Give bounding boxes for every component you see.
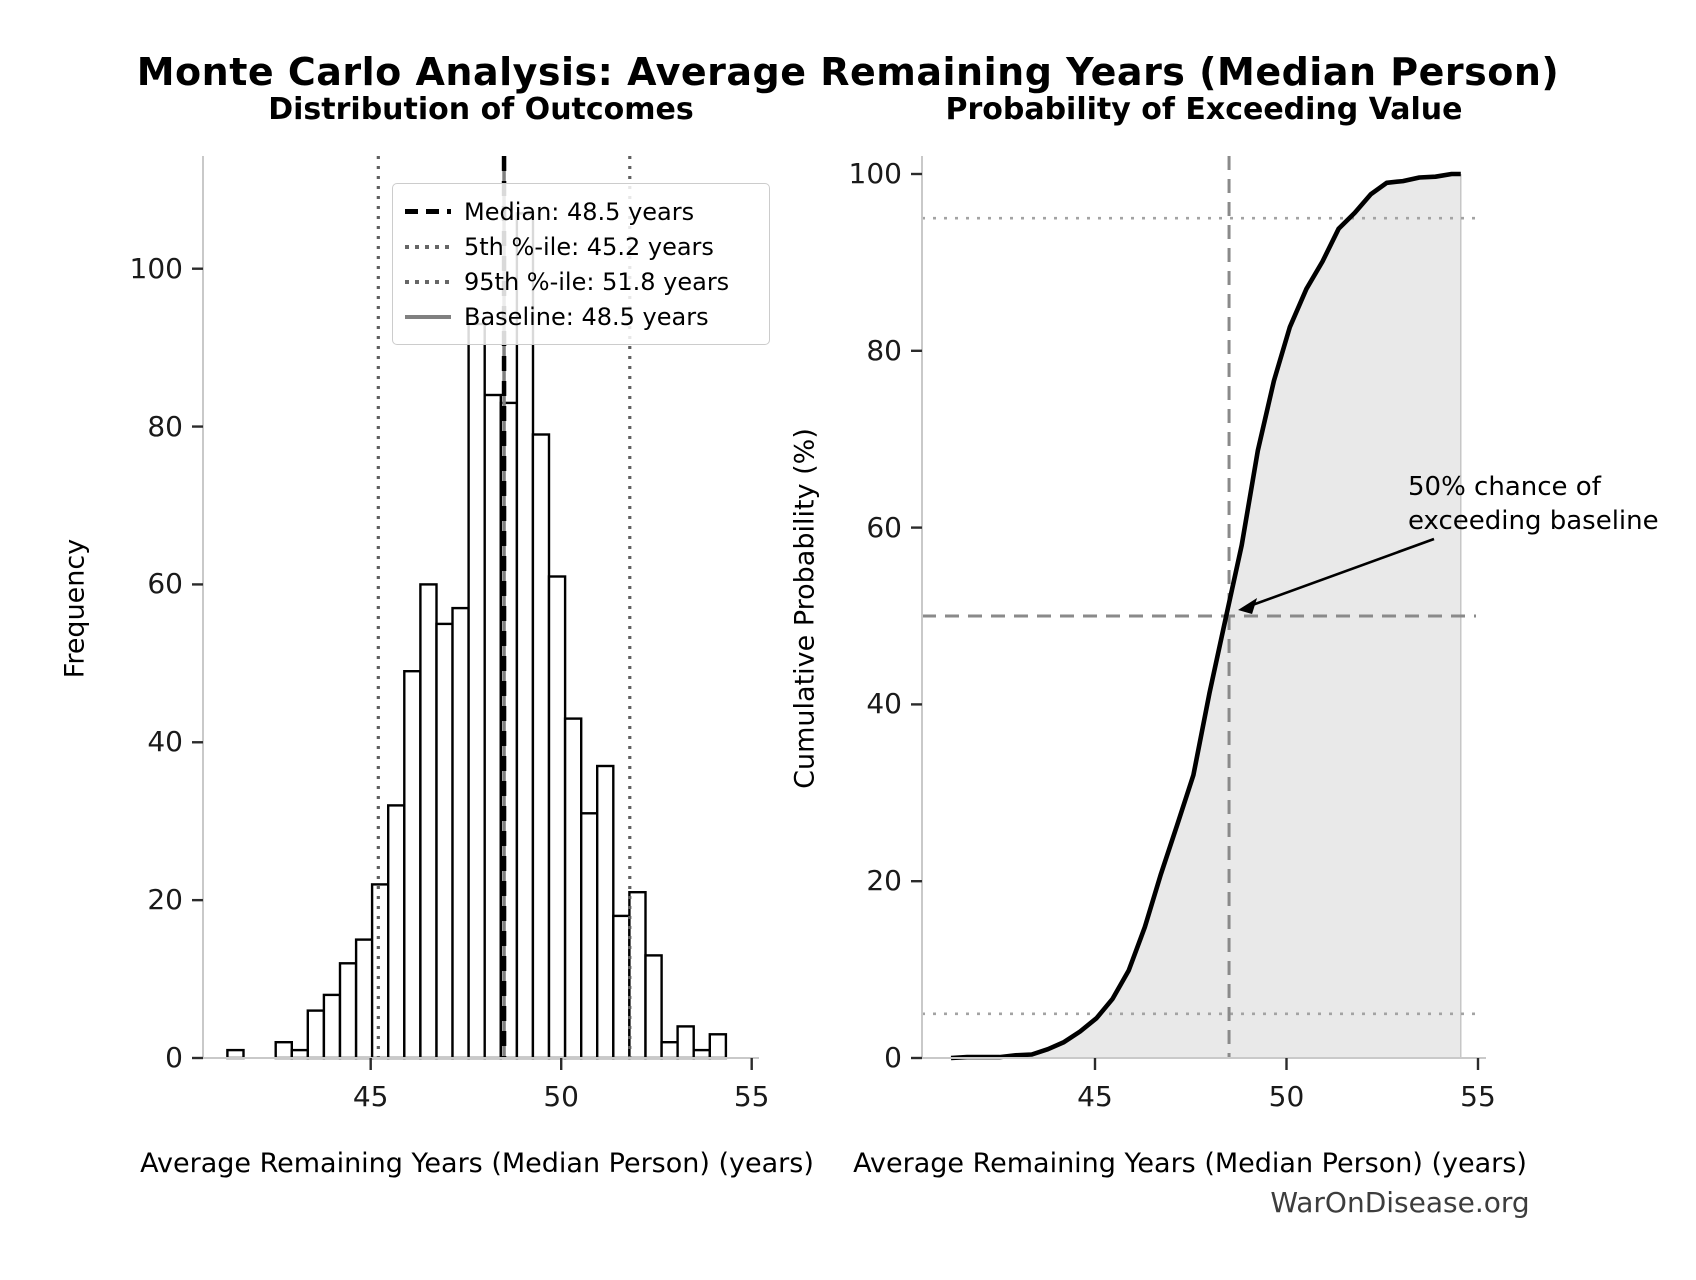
percentile95-line-swatch-icon [405, 279, 451, 284]
legend-label-baseline: Baseline: 48.5 years [464, 302, 709, 331]
hist-y-tick-label: 80 [147, 409, 183, 443]
hist-y-tick-label: 100 [129, 251, 183, 285]
cdf-annotation-line2: exceeding baseline [1408, 506, 1659, 536]
histogram-bar [628, 891, 647, 1060]
annotation-arrow-line [1243, 537, 1435, 610]
hist-x-tick-label: 55 [733, 1080, 770, 1113]
histogram-bar [467, 322, 486, 1060]
histogram-ylabel: Frequency [59, 538, 91, 679]
cdf-y-tick-label: 0 [884, 1041, 902, 1074]
cdf-annotation: 50% chance of exceeding baseline [1408, 470, 1659, 538]
histogram-bar [419, 583, 438, 1060]
histogram-bar [547, 575, 567, 1060]
watermark-text: WarOnDisease.org [1270, 1186, 1530, 1219]
histogram-xlabel: Average Remaining Years (Median Person) … [140, 1148, 814, 1179]
histogram-legend: Median: 48.5 years 5th %-ile: 45.2 years… [392, 183, 770, 345]
histogram-bar [338, 962, 358, 1060]
baseline-line-swatch-icon [405, 314, 451, 319]
histogram-bar [676, 1025, 695, 1060]
histogram-bar [403, 670, 422, 1060]
hist-x-tick-label: 45 [352, 1080, 389, 1113]
hist-y-tick-label: 40 [147, 725, 183, 759]
histogram-bar [306, 1009, 326, 1060]
histogram-bar [451, 606, 470, 1060]
legend-row-5th-percentile: 5th %-ile: 45.2 years [405, 229, 757, 264]
cdf-ylabel: Cumulative Probability (%) [789, 428, 821, 789]
cdf-xlabel: Average Remaining Years (Median Person) … [853, 1148, 1527, 1179]
hist-y-tick-label: 0 [165, 1041, 183, 1074]
cdf-x-tick-label: 55 [1460, 1080, 1496, 1113]
figure-suptitle: Monte Carlo Analysis: Average Remaining … [136, 50, 1560, 94]
legend-row-baseline: Baseline: 48.5 years [405, 299, 757, 334]
histogram-bar [370, 883, 390, 1060]
histogram-bar [354, 938, 374, 1060]
cdf-y-tick-label: 20 [866, 864, 902, 898]
hist-y-tick-label: 60 [147, 567, 183, 601]
hist-y-tick-label: 20 [147, 883, 183, 917]
histogram-bar [596, 764, 615, 1060]
cdf-x-tick-label: 50 [1268, 1080, 1305, 1113]
percentile5-line-swatch-icon [405, 244, 451, 249]
histogram-bar [531, 433, 551, 1060]
cdf-y-tick-label: 100 [848, 157, 902, 190]
median-line-swatch-icon [405, 209, 451, 214]
cdf-y-tick-label: 40 [866, 687, 902, 721]
histogram-bar [290, 1048, 310, 1060]
legend-row-95th-percentile: 95th %-ile: 51.8 years [405, 264, 757, 299]
cdf-y-tick-label: 60 [866, 510, 902, 544]
histogram-bar [274, 1040, 294, 1060]
histogram-bar [708, 1033, 728, 1060]
cdf-shaded-area [951, 174, 1461, 1058]
legend-label-5th-percentile: 5th %-ile: 45.2 years [464, 232, 714, 261]
histogram-bar [644, 954, 663, 1060]
cdf-y-tick-label: 80 [866, 333, 902, 367]
histogram-bar [435, 622, 454, 1060]
cdf-curve [950, 171, 1461, 1061]
cdf-annotation-line1: 50% chance of [1408, 472, 1601, 502]
histogram-bar [226, 1048, 245, 1060]
legend-label-95th-percentile: 95th %-ile: 51.8 years [464, 267, 730, 296]
histogram-bar [483, 393, 503, 1060]
histogram-bar [580, 812, 599, 1060]
legend-label-median: Median: 48.5 years [464, 197, 695, 226]
annotation-arrowhead-icon [1238, 598, 1258, 614]
histogram-bar [322, 993, 342, 1060]
cdf-x-tick-label: 45 [1077, 1080, 1113, 1113]
histogram-bar [660, 1040, 679, 1060]
histogram-title: Distribution of Outcomes [268, 92, 694, 127]
histogram-bar [612, 914, 631, 1060]
hist-x-tick-label: 50 [543, 1080, 579, 1113]
histogram-bar [563, 717, 583, 1060]
legend-row-median: Median: 48.5 years [405, 194, 757, 229]
histogram-bar [387, 804, 406, 1060]
cdf-title: Probability of Exceeding Value [945, 92, 1463, 127]
histogram-bar [692, 1048, 712, 1060]
